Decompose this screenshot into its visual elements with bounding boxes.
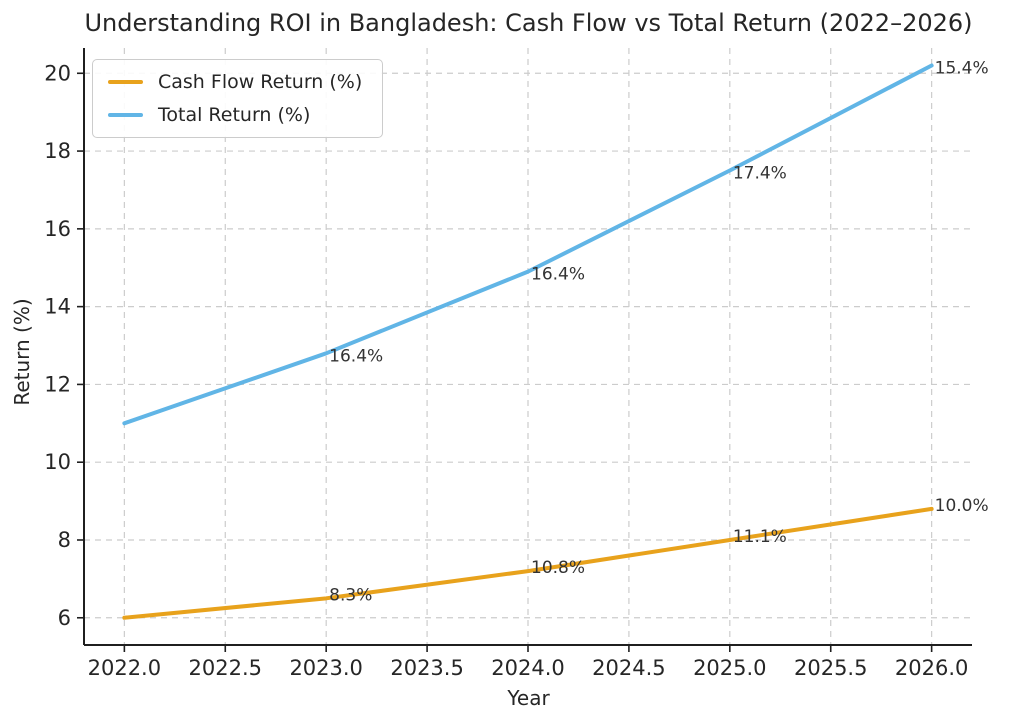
annotation-label: 10.8%	[531, 558, 585, 578]
x-tick-label: 2022.5	[189, 656, 262, 680]
legend-swatch-total-return	[108, 113, 143, 117]
chart-title: Understanding ROI in Bangladesh: Cash Fl…	[84, 9, 973, 37]
y-tick-label: 16	[44, 217, 71, 241]
annotation-label: 8.3%	[329, 585, 372, 605]
annotation-label: 11.1%	[733, 527, 787, 547]
x-tick-label: 2026.0	[895, 656, 968, 680]
x-axis-label: Year	[507, 686, 550, 710]
legend-item-cash-flow-return: Cash Flow Return (%)	[108, 71, 362, 93]
legend-swatch-cash-flow-return	[108, 80, 143, 84]
legend: Cash Flow Return (%) Total Return (%)	[92, 59, 384, 138]
y-axis-label: Return (%)	[10, 298, 34, 406]
y-tick-label: 10	[44, 450, 71, 474]
x-tick-label: 2025.5	[794, 656, 867, 680]
x-tick-label: 2024.5	[592, 656, 665, 680]
series-line-0	[122, 506, 934, 620]
annotation-label: 10.0%	[935, 496, 989, 516]
y-tick-label: 18	[44, 139, 71, 163]
x-tick-label: 2025.0	[693, 656, 766, 680]
x-tick-label: 2024.0	[491, 656, 564, 680]
x-tick-label: 2022.0	[88, 656, 161, 680]
x-tick-label: 2023.0	[289, 656, 362, 680]
y-tick-label: 12	[44, 372, 71, 396]
y-tick-label: 20	[44, 61, 71, 85]
y-tick-label: 8	[58, 528, 71, 552]
annotation-label: 16.4%	[531, 265, 585, 285]
series-line-1	[122, 63, 934, 426]
y-tick-label: 6	[58, 606, 71, 630]
legend-item-total-return: Total Return (%)	[108, 104, 362, 126]
y-tick-label: 14	[44, 295, 71, 319]
legend-label-total-return: Total Return (%)	[158, 104, 311, 126]
annotation-label: 15.4%	[935, 59, 989, 79]
x-tick-label: 2023.5	[390, 656, 463, 680]
annotation-label: 17.4%	[733, 164, 787, 184]
legend-label-cash-flow-return: Cash Flow Return (%)	[158, 71, 363, 93]
annotation-label: 16.4%	[329, 346, 383, 366]
